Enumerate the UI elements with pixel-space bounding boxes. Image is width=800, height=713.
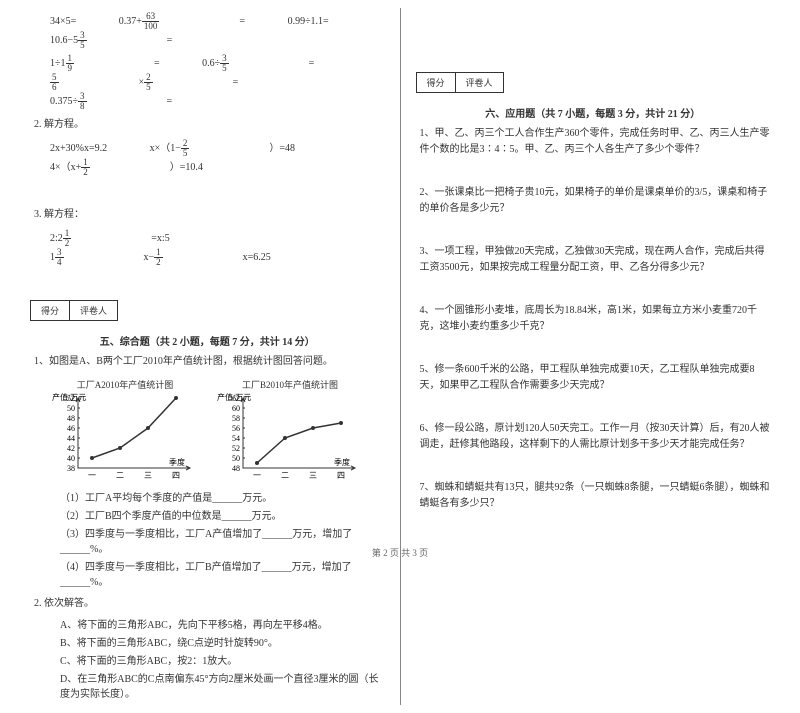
chart-a: 工厂A2010年产值统计图 3840424446485052一二三四产值/万元季… bbox=[50, 378, 200, 483]
eq: 0.99÷1.1= bbox=[288, 16, 329, 27]
score-box: 得分 评卷人 bbox=[30, 300, 118, 321]
question-text: 1、如图是A、B两个工厂2010年产值统计图，根据统计图回答问题。 bbox=[30, 354, 385, 370]
left-column: 34×5= 0.37+63100= 0.99÷1.1= 10.6−535= 1÷… bbox=[20, 8, 395, 705]
question-text: 7、蜘蛛和蜻蜓共有13只，腿共92条（一只蜘蛛8条腿，一只蜻蜓6条腿），蜘蛛和蜻… bbox=[416, 480, 771, 512]
chart-a-svg: 3840424446485052一二三四产值/万元季度 bbox=[50, 393, 200, 483]
svg-text:52: 52 bbox=[232, 444, 240, 453]
sub-question: C、将下面的三角形ABC，按2：1放大。 bbox=[30, 654, 385, 669]
svg-text:40: 40 bbox=[67, 454, 75, 463]
charts-container: 工厂A2010年产值统计图 3840424446485052一二三四产值/万元季… bbox=[50, 378, 385, 483]
svg-text:58: 58 bbox=[232, 414, 240, 423]
svg-text:四: 四 bbox=[172, 471, 180, 480]
grader-label: 评卷人 bbox=[456, 73, 503, 92]
svg-text:38: 38 bbox=[67, 464, 75, 473]
question-title: 2. 解方程。 bbox=[30, 117, 385, 133]
score-label: 得分 bbox=[417, 73, 456, 92]
eq: 34×5= bbox=[50, 16, 76, 27]
score-box: 得分 评卷人 bbox=[416, 72, 504, 93]
question-text: 3、一项工程，甲独做20天完成，乙独做30天完成，现在两人合作，完成后共得工资3… bbox=[416, 244, 771, 276]
right-column: 得分 评卷人 六、应用题（共 7 小题，每题 3 分，共计 21 分） 1、甲、… bbox=[406, 8, 781, 705]
svg-text:46: 46 bbox=[67, 424, 75, 433]
sub-question: D、在三角形ABC的C点南偏东45°方向2厘米处画一个直径3厘米的圆（长度为实际… bbox=[30, 672, 385, 702]
svg-text:50: 50 bbox=[232, 454, 240, 463]
eq: 0.6÷35= bbox=[202, 54, 314, 73]
svg-text:60: 60 bbox=[232, 404, 240, 413]
svg-text:44: 44 bbox=[67, 434, 75, 443]
chart-title: 工厂B2010年产值统计图 bbox=[215, 378, 365, 391]
equation-row: 1÷119= 0.6÷35= 56×25= 0.375÷38= bbox=[30, 54, 385, 111]
eq: 134x−12x=6.25 bbox=[50, 248, 271, 267]
score-label: 得分 bbox=[31, 301, 70, 320]
svg-text:三: 三 bbox=[144, 471, 152, 480]
question-text: 1、甲、乙、丙三个工人合作生产360个零件，完成任务时甲、乙、丙三人生产零件个数… bbox=[416, 126, 771, 158]
question-text: 2、一张课桌比一把椅子贵10元，如果椅子的单价是课桌单价的3/5，课桌和椅子的单… bbox=[416, 185, 771, 217]
question-text: 5、修一条600千米的公路，甲工程队单独完成要10天，乙工程队单独完成要8天，如… bbox=[416, 362, 771, 394]
svg-text:产值/万元: 产值/万元 bbox=[217, 393, 251, 402]
eq: 2x+30%x=9.2 bbox=[50, 143, 107, 154]
svg-text:四: 四 bbox=[337, 471, 345, 480]
question-text: 4、一个圆锥形小麦堆，底周长为18.84米，高1米，如果每立方米小麦重720千克… bbox=[416, 303, 771, 335]
eq: 2:212=x:5 bbox=[50, 229, 170, 248]
eq: 4×（x+12）=10.4 bbox=[50, 158, 203, 177]
question-title: 3. 解方程： bbox=[30, 207, 385, 223]
svg-text:一: 一 bbox=[253, 471, 261, 480]
svg-text:48: 48 bbox=[232, 464, 240, 473]
eq: 56×25= bbox=[50, 73, 238, 92]
svg-text:56: 56 bbox=[232, 424, 240, 433]
page-footer: 第 2 页 共 3 页 bbox=[0, 546, 800, 559]
eq: 0.375÷38= bbox=[50, 92, 172, 111]
grader-label: 评卷人 bbox=[70, 301, 117, 320]
question-text: 6、修一段公路，原计划120人50天完工。工作一月（按30天计算）后，有20人被… bbox=[416, 421, 771, 453]
chart-title: 工厂A2010年产值统计图 bbox=[50, 378, 200, 391]
svg-text:季度: 季度 bbox=[334, 457, 350, 467]
svg-text:二: 二 bbox=[116, 471, 124, 480]
chart-b: 工厂B2010年产值统计图 4850525456586062一二三四产值/万元季… bbox=[215, 378, 365, 483]
svg-text:季度: 季度 bbox=[169, 457, 185, 467]
svg-text:42: 42 bbox=[67, 444, 75, 453]
equation-row: 34×5= 0.37+63100= 0.99÷1.1= 10.6−535= bbox=[30, 12, 385, 50]
section-title: 五、综合题（共 2 小题，每题 7 分，共计 14 分） bbox=[30, 333, 385, 348]
sub-question: B、将下面的三角形ABC，绕C点逆时针旋转90°。 bbox=[30, 636, 385, 651]
svg-text:48: 48 bbox=[67, 414, 75, 423]
eq: 0.37+63100= bbox=[119, 12, 245, 31]
svg-text:54: 54 bbox=[232, 434, 240, 443]
svg-text:产值/万元: 产值/万元 bbox=[52, 393, 86, 402]
chart-b-svg: 4850525456586062一二三四产值/万元季度 bbox=[215, 393, 365, 483]
equation-row: 2x+30%x=9.2 x×（1−25）=48 4×（x+12）=10.4 bbox=[30, 139, 385, 177]
eq: 10.6−535= bbox=[50, 31, 172, 50]
sub-question: （2）工厂B四个季度产值的中位数是______万元。 bbox=[30, 509, 385, 524]
svg-text:二: 二 bbox=[281, 471, 289, 480]
section-title: 六、应用题（共 7 小题，每题 3 分，共计 21 分） bbox=[416, 105, 771, 120]
svg-text:三: 三 bbox=[309, 471, 317, 480]
svg-text:一: 一 bbox=[88, 471, 96, 480]
question-text: 2. 依次解答。 bbox=[30, 596, 385, 612]
sub-question: （1）工厂A平均每个季度的产值是______万元。 bbox=[30, 491, 385, 506]
svg-text:50: 50 bbox=[67, 404, 75, 413]
column-divider bbox=[400, 8, 401, 705]
sub-question: A、将下面的三角形ABC，先向下平移5格，再向左平移4格。 bbox=[30, 618, 385, 633]
eq: x×（1−25）=48 bbox=[150, 139, 295, 158]
equation-row: 2:212=x:5 134x−12x=6.25 bbox=[30, 229, 385, 267]
eq: 1÷119= bbox=[50, 54, 160, 73]
